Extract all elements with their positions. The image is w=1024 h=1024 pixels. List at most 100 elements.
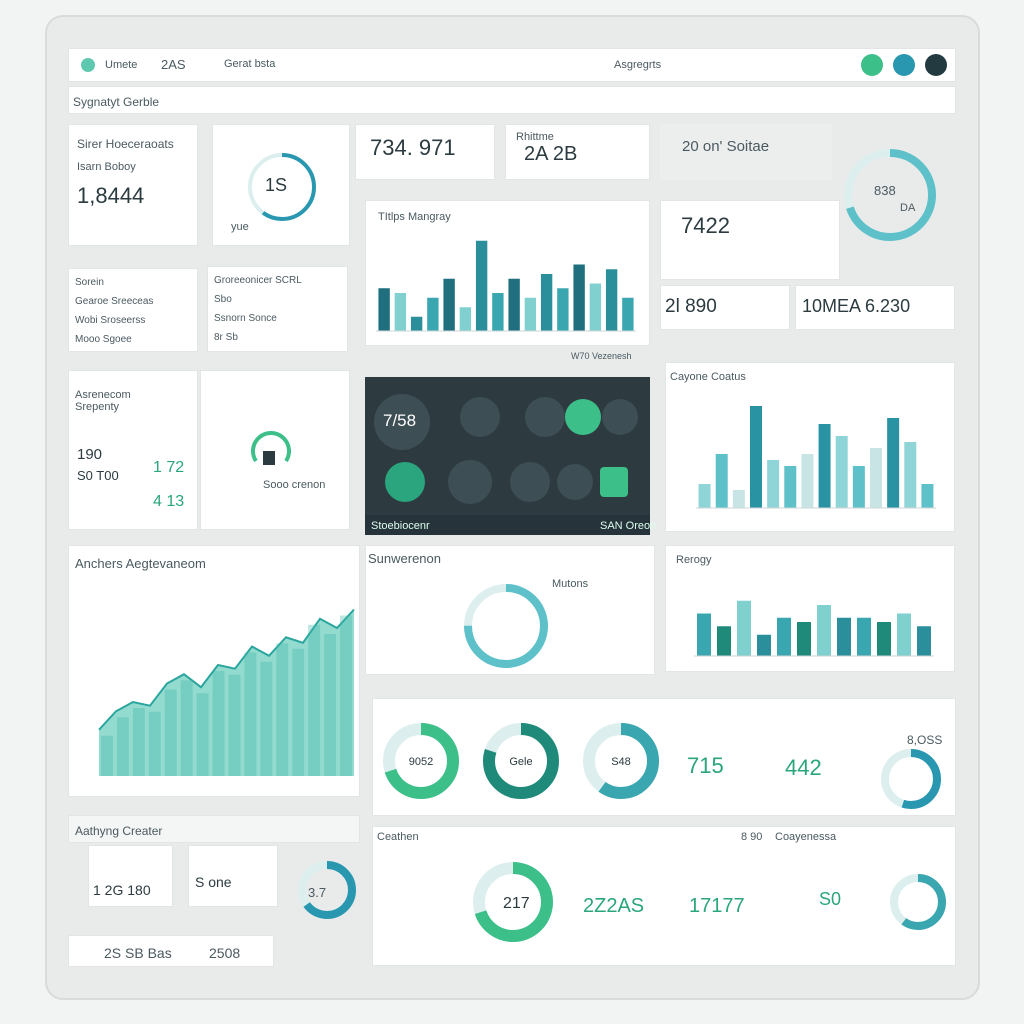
donut-row: 9052 Gele S48 715 442 8,OSS <box>372 698 956 816</box>
bar-panel: Rerogy <box>665 545 955 672</box>
card-value: 8 90 <box>741 831 763 843</box>
list-item[interactable]: Wobi Sroseerss <box>75 315 146 326</box>
area-column <box>196 693 209 776</box>
area-column <box>132 708 145 776</box>
list-item[interactable]: Sorein <box>75 277 104 288</box>
bar <box>378 288 390 331</box>
list-item[interactable]: Gearoe Sreeceas <box>75 296 154 307</box>
area-column <box>260 661 273 776</box>
card-value: S0 <box>819 889 842 909</box>
bar <box>717 626 731 656</box>
donut <box>298 861 356 919</box>
bar <box>801 454 814 508</box>
card-value: 17177 <box>689 895 745 917</box>
card-value: 734. 971 <box>370 135 456 160</box>
list: Groreeonicer SCRL Sbo Ssnorn Sonce 8r Sb <box>207 266 348 352</box>
card: 2S SB Bas 2508 <box>68 935 274 967</box>
card: 10MEA 6.230 <box>795 285 955 330</box>
gauge-caption: DA <box>900 202 916 214</box>
bar-chart <box>696 406 936 509</box>
area-column <box>212 671 225 776</box>
list-item[interactable]: 8r Sb <box>214 332 238 343</box>
area-column <box>116 717 129 776</box>
ring-value <box>383 723 459 799</box>
bar <box>732 490 745 508</box>
bar-panel: TItlps Mangray W70 Vezenesh <box>365 200 650 361</box>
area-column <box>340 615 352 776</box>
card-value: 10MEA 6.230 <box>802 296 911 316</box>
bar-chart <box>694 600 934 657</box>
bar <box>777 617 791 656</box>
dark-value: 7/58 <box>383 411 417 430</box>
bottom-head: Aathyng Creater <box>68 815 360 843</box>
ring-value <box>881 749 941 809</box>
card: 20 on' Soitae <box>660 124 832 180</box>
list-item[interactable]: Ssnorn Sonce <box>214 313 277 324</box>
bar <box>622 297 634 331</box>
bar <box>750 406 762 508</box>
bar <box>818 424 831 508</box>
card-title: 20 on' Soitae <box>682 138 770 155</box>
card: 1 2G 180 <box>88 845 173 907</box>
filter[interactable]: Gerat bsta <box>224 58 276 70</box>
donut-label: 9052 <box>409 756 433 768</box>
donuts: 9052 Gele S48 <box>383 723 941 809</box>
area-column <box>180 680 193 776</box>
ring-value <box>583 723 659 799</box>
chart-title: Cayone Coatus <box>670 371 746 383</box>
card: Sirer Hoeceraoats Isarn Boboy 1,8444 <box>68 124 198 246</box>
card-value: 2A 2B <box>524 143 578 165</box>
bar <box>557 288 569 331</box>
panel-subtitle: Mutons <box>552 578 589 590</box>
card-value: 2S SB Bas <box>104 945 172 961</box>
chart-title: TItlps Mangray <box>378 211 451 223</box>
ring-value <box>298 861 356 919</box>
sub-bar: Sygnatyt Gerble <box>68 86 956 114</box>
stat: 190 <box>77 446 103 463</box>
area-column <box>101 735 113 776</box>
bar <box>767 460 780 508</box>
panel-title: Ceathen <box>377 831 419 843</box>
avatar[interactable] <box>893 54 915 76</box>
bar <box>817 605 831 656</box>
bar <box>837 617 851 656</box>
list-item[interactable]: Mooo Sgoee <box>75 334 132 345</box>
bar <box>697 613 711 656</box>
bar <box>835 436 848 508</box>
avatar[interactable] <box>861 54 883 76</box>
search[interactable]: Asgregrts <box>614 59 662 71</box>
dark-icons <box>365 394 650 535</box>
list: Sorein Gearoe Sreeceas Wobi Sroseerss Mooo … <box>68 268 198 352</box>
list-item[interactable]: Groreeonicer SCRL <box>214 275 302 286</box>
area-panel: Anchers Aegtevaneom <box>68 545 360 797</box>
list-item[interactable]: Sbo <box>214 294 232 305</box>
stat: 4 13 <box>153 493 185 510</box>
card-title: Asrenecom Srepenty <box>75 389 131 413</box>
bar <box>492 293 504 331</box>
chart-title: Anchers Aegtevaneom <box>75 556 206 571</box>
card-value: 2l 890 <box>665 296 717 317</box>
bar-panel: Cayone Coatus <box>665 362 955 532</box>
bar <box>917 626 931 656</box>
bar <box>897 613 911 656</box>
bar <box>605 269 618 331</box>
bar <box>870 448 882 508</box>
chart-title: Rerogy <box>676 554 712 566</box>
card-title: Sirer Hoeceraoats <box>77 137 174 151</box>
donut-label: Gele <box>509 756 532 768</box>
card-value: 1 2G 180 <box>93 882 151 898</box>
bar <box>852 466 865 508</box>
bar <box>737 600 751 656</box>
bar <box>797 622 811 656</box>
card-value: 1,8444 <box>77 183 145 208</box>
ring-value <box>483 723 559 799</box>
tile-value: 442 <box>785 755 822 780</box>
bar <box>904 442 917 508</box>
bar <box>784 466 797 508</box>
avatar[interactable] <box>925 54 947 76</box>
bar <box>410 316 423 331</box>
code[interactable]: 2AS <box>161 57 186 72</box>
gauge-label: 1S <box>265 175 288 195</box>
dark-footer: Stoebiocenr <box>371 520 430 532</box>
